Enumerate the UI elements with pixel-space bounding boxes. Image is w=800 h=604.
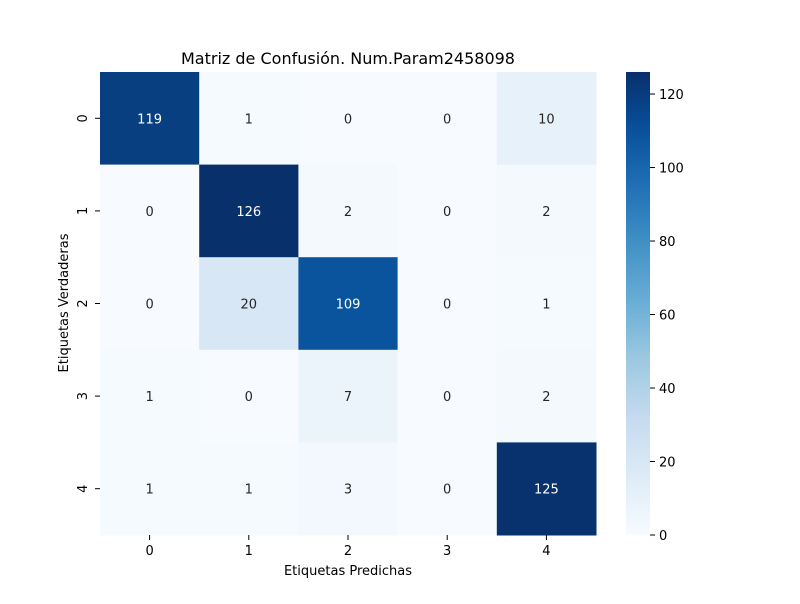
heatmap-cell-r2-c1 xyxy=(199,257,299,351)
y-axis: 0 1 2 3 4 xyxy=(76,114,100,493)
cell-value-label-r2-c0: 0 xyxy=(145,298,153,313)
colorbar-tick-label-100: 100 xyxy=(659,162,684,177)
heatmap-cell-r2-c3 xyxy=(397,257,498,351)
heatmap-cell-labels: 119 1 0 0 100 126 2 0 20 20 109 0 11 0 7 0 21 1 3 0 125 xyxy=(137,112,559,497)
cell-value-label-r3-c1: 0 xyxy=(245,390,253,405)
heatmap-cell-r3-c3 xyxy=(397,349,498,443)
colorbar-tick-label-80: 80 xyxy=(659,235,676,250)
cell-value-label-r0-c0: 119 xyxy=(137,112,162,127)
cell-value-label-r4-c1: 1 xyxy=(245,483,253,498)
heatmap-cell-r2-c4 xyxy=(496,257,597,351)
heatmap-cell-r0-c4 xyxy=(496,72,597,166)
heatmap-cell-r3-c0 xyxy=(100,349,200,443)
colorbar: 0 20 40 60 80 100 120 xyxy=(626,72,684,544)
cell-value-label-r1-c2: 2 xyxy=(344,205,352,220)
y-tick-label-2: 2 xyxy=(76,299,91,307)
heatmap-cell-r1-c4 xyxy=(496,164,597,258)
x-axis-label: Etiquetas Predichas xyxy=(284,564,412,579)
colorbar-tick-label-20: 20 xyxy=(659,456,676,471)
cell-value-label-r2-c2: 109 xyxy=(336,298,361,313)
heatmap-cell-r0-c0 xyxy=(100,72,200,166)
y-tick-label-4: 4 xyxy=(76,485,91,493)
heatmap-cell-r4-c1 xyxy=(199,442,299,536)
heatmap-cell-r4-c2 xyxy=(298,442,399,536)
cell-value-label-r0-c2: 0 xyxy=(344,112,352,127)
x-axis: 0 1 2 3 4 xyxy=(145,535,551,559)
cell-value-label-r4-c2: 3 xyxy=(344,483,352,498)
colorbar-tick-label-120: 120 xyxy=(659,88,684,103)
cell-value-label-r0-c1: 1 xyxy=(245,112,253,127)
cell-value-label-r1-c4: 2 xyxy=(542,205,550,220)
colorbar-tick-label-0: 0 xyxy=(659,529,667,544)
y-tick-label-0: 0 xyxy=(76,114,91,122)
cell-value-label-r3-c0: 1 xyxy=(145,390,153,405)
cell-value-label-r4-c0: 1 xyxy=(145,483,153,498)
colorbar-gradient xyxy=(626,72,650,535)
cell-value-label-r2-c3: 0 xyxy=(443,298,451,313)
heatmap-cell-r2-c0 xyxy=(100,257,200,351)
cell-value-label-r1-c1: 126 xyxy=(236,205,261,220)
heatmap-cell-r3-c4 xyxy=(496,349,597,443)
heatmap-cell-r1-c3 xyxy=(397,164,498,258)
y-tick-label-3: 3 xyxy=(76,392,91,400)
cell-value-label-r2-c4: 1 xyxy=(542,298,550,313)
y-axis-label: Etiquetas Verdaderas xyxy=(57,233,72,372)
colorbar-tick-label-40: 40 xyxy=(659,382,676,397)
cell-value-label-r3-c2: 7 xyxy=(344,390,352,405)
cell-value-label-r0-c3: 0 xyxy=(443,112,451,127)
cell-value-label-r4-c3: 0 xyxy=(443,483,451,498)
heatmap-cell-r1-c2 xyxy=(298,164,399,258)
heatmap-cell-r4-c0 xyxy=(100,442,200,536)
x-tick-label-2: 2 xyxy=(344,544,352,559)
chart-title: Matriz de Confusión. Num.Param2458098 xyxy=(181,49,515,68)
colorbar-tick-label-60: 60 xyxy=(659,309,676,324)
heatmap-cell-r4-c4 xyxy=(496,442,597,536)
heatmap-cell-r2-c2 xyxy=(298,257,399,351)
heatmap-cell-r1-c0 xyxy=(100,164,200,258)
cell-value-label-r4-c4: 125 xyxy=(534,483,559,498)
x-tick-label-0: 0 xyxy=(145,544,153,559)
cell-value-label-r2-c1: 20 xyxy=(241,298,258,313)
heatmap-cells xyxy=(100,72,597,536)
x-tick-label-1: 1 xyxy=(245,544,253,559)
cell-value-label-r0-c4: 10 xyxy=(538,112,555,127)
heatmap-cell-r0-c2 xyxy=(298,72,399,166)
heatmap-cell-r4-c3 xyxy=(397,442,498,536)
x-tick-label-4: 4 xyxy=(542,544,550,559)
x-tick-label-3: 3 xyxy=(443,544,451,559)
y-tick-label-1: 1 xyxy=(76,207,91,215)
cell-value-label-r1-c3: 0 xyxy=(443,205,451,220)
heatmap-cell-r0-c3 xyxy=(397,72,498,166)
cell-value-label-r3-c4: 2 xyxy=(542,390,550,405)
cell-value-label-r1-c0: 0 xyxy=(145,205,153,220)
heatmap-cell-r0-c1 xyxy=(199,72,299,166)
heatmap-cell-r3-c1 xyxy=(199,349,299,443)
heatmap-cell-r3-c2 xyxy=(298,349,399,443)
heatmap-cell-r1-c1 xyxy=(199,164,299,258)
cell-value-label-r3-c3: 0 xyxy=(443,390,451,405)
